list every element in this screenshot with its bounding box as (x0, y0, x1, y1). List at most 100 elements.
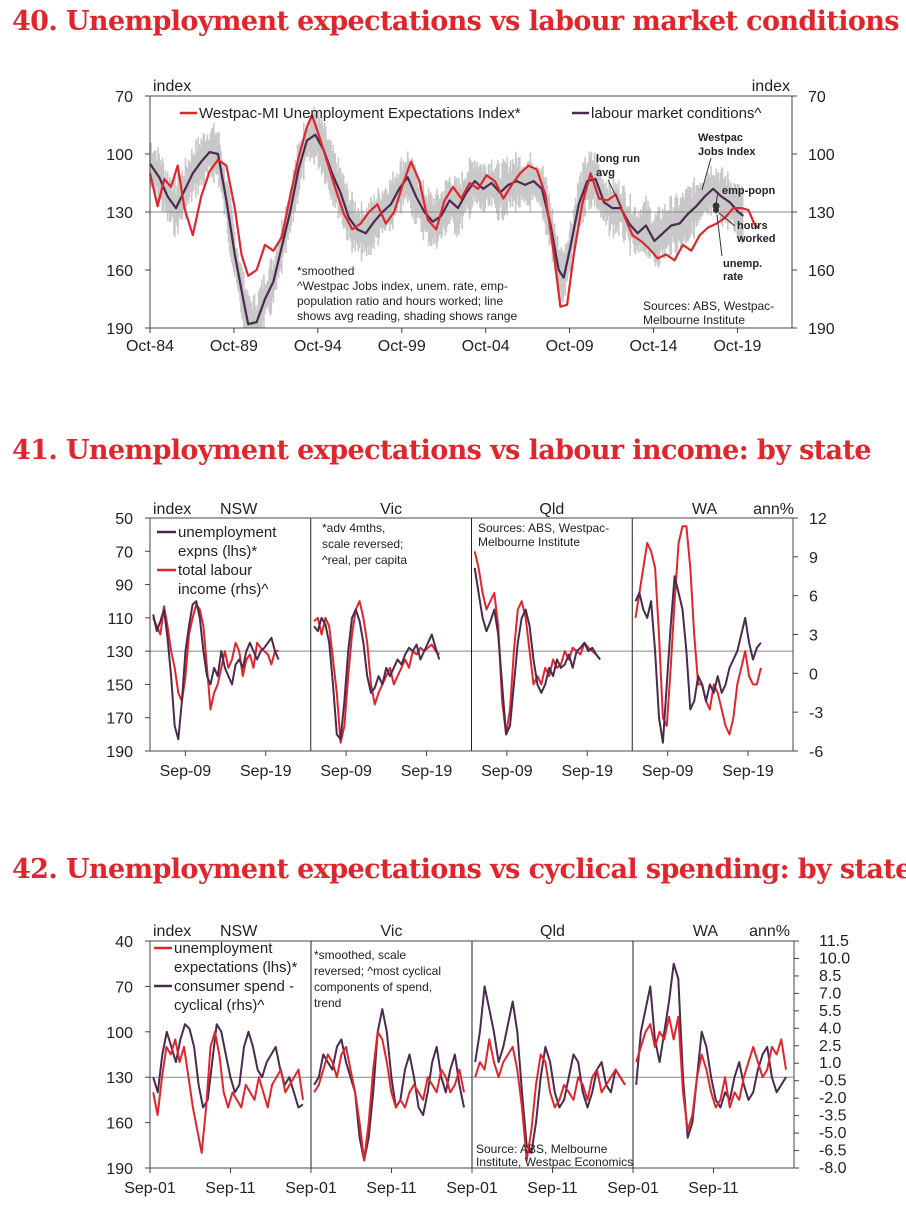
chart-40-plot-area (149, 95, 793, 329)
chart-42-series-wa-consumer-spend-cyclical-rhs (635, 962, 787, 1139)
chart-42-x-tick-nsw-sep-11: Sep-11 (205, 1180, 256, 1197)
chart-41-x-tick-vic-sep-19: Sep-19 (401, 763, 453, 780)
chart-40-annotation-worked: worked (736, 233, 776, 245)
chart-40-annotation-unemp-pointer (716, 214, 723, 257)
chart-41-left-tick-170: 170 (106, 711, 133, 728)
chart-40-annotation-emp-popn: emp-popn (722, 185, 775, 197)
chart-40-annotation-avg: avg (596, 167, 615, 179)
chart-41-left-tick-130: 130 (106, 644, 133, 661)
chart-42-right-unit: ann% (749, 923, 790, 940)
chart-40-x-tick-oct-04: Oct-04 (462, 338, 510, 355)
chart-40-legend-expectations: Westpac-MI Unemployment Expectations Ind… (199, 105, 521, 122)
chart-42-series-vic-consumer-spend-cyclical-rhs (313, 1008, 465, 1162)
chart-42-right-tick-10-0: 10.0 (819, 950, 850, 967)
chart-40-x-tick-oct-99: Oct-99 (378, 338, 426, 355)
chart-42-x-tick-qld-sep-01: Sep-01 (446, 1180, 498, 1197)
chart-42-x-tick-vic-sep-11: Sep-11 (366, 1180, 417, 1197)
chart-42-series-wa-unemployment-expectations-lhs (635, 1015, 787, 1132)
chart-41-left-tick-190: 190 (106, 744, 133, 761)
chart-40-left-tick-190: 190 (106, 321, 133, 338)
chart-40-x-tick-oct-84: Oct-84 (126, 338, 174, 355)
chart-42-panel-name-nsw: NSW (220, 923, 258, 940)
chart-41-legend-line-1: unemployment (178, 524, 277, 541)
chart-40-marker-hours (713, 207, 719, 213)
chart-42-right-tick-1-0: 1.0 (819, 1055, 841, 1072)
chart-41-note-3: ^real, per capita (322, 553, 407, 567)
chart-41-title: 41. Unemployment expectations vs labour … (12, 435, 872, 466)
chart-42-note-1: *smoothed, scale (314, 948, 406, 962)
chart-41-right-tick-9: 9 (809, 550, 818, 567)
chart-41-x-tick-wa-sep-19: Sep-19 (722, 763, 774, 780)
chart-41-x-tick-nsw-sep-09: Sep-09 (160, 763, 212, 780)
chart-41-note-2: scale reversed; (322, 537, 403, 551)
chart-41-right-tick-0: 0 (809, 666, 818, 683)
chart-40-annotation-jobs-pointer (701, 157, 712, 191)
chart-42-x-tick-vic-sep-01: Sep-01 (285, 1180, 337, 1197)
chart-40-left-tick-100: 100 (106, 147, 133, 164)
chart-41-source-1: Sources: ABS, Westpac- (478, 521, 609, 535)
chart-42-legend-line-3: consumer spend - (174, 978, 294, 995)
chart-41-left-tick-70: 70 (115, 544, 133, 561)
chart-40-source-2: Melbourne Institute (643, 313, 745, 327)
chart-42-x-tick-qld-sep-11: Sep-11 (527, 1180, 578, 1197)
chart-42-plot-area (149, 940, 795, 1169)
chart-42-right-tick-11-5: 11.5 (819, 933, 849, 950)
chart-41-plot-area (149, 517, 794, 752)
chart-41-series-nsw-unemployment-expns-lhs (152, 600, 280, 741)
chart-41-panel-name-wa: WA (692, 501, 718, 518)
chart-42-source-2: Institute, Westpac Economics (476, 1155, 633, 1169)
chart-41-legend-line-2: expns (lhs)* (178, 543, 257, 560)
chart-40-x-tick-oct-14: Oct-14 (630, 338, 678, 355)
chart-41-right-tick-6: 6 (809, 589, 818, 606)
chart-42-right-tick-4-0: 4.0 (819, 1020, 841, 1037)
chart-42-right-tick-0-5: -0.5 (819, 1073, 847, 1090)
chart-42-right-tick-5-0: -5.0 (819, 1125, 847, 1142)
chart-41-series-qld-total-labour-income-rhs (473, 551, 601, 736)
chart-42-left-tick-70: 70 (115, 979, 133, 996)
chart-42-right-tick-6-5: -6.5 (819, 1143, 847, 1160)
chart-40-right-tick-160: 160 (808, 263, 835, 280)
chart-41-left-tick-150: 150 (106, 677, 133, 694)
chart-40-left-unit: index (153, 78, 191, 95)
chart-42-legend-line-4: cyclical (rhs)^ (174, 997, 264, 1014)
chart-40-annotation-unemp: unemp. (723, 258, 762, 270)
chart-40-note-1: *smoothed (297, 264, 354, 278)
chart-42-series-nsw-unemployment-expectations-lhs (152, 1030, 304, 1154)
chart-40-left-tick-130: 130 (106, 205, 133, 222)
chart-42-series-qld-consumer-spend-cyclical-rhs (474, 985, 626, 1154)
chart-42-note-3: components of spend, (314, 980, 432, 994)
chart-40-annotation-emp-pointer (715, 191, 719, 205)
chart-40-right-tick-130: 130 (808, 205, 835, 222)
chart-41-series-nsw-total-labour-income-rhs (152, 603, 279, 711)
chart-40-annotation-long-run-pointer (607, 179, 623, 209)
chart-41-note-1: *adv 4mths, (322, 521, 385, 535)
chart-40-x-tick-oct-94: Oct-94 (294, 338, 342, 355)
chart-42-panel-name-qld: Qld (540, 923, 565, 940)
chart-42-left-tick-130: 130 (106, 1070, 133, 1087)
chart-42-series-nsw-consumer-spend-cyclical-rhs (152, 1023, 304, 1109)
chart-40-annotation-westpac: Westpac (698, 132, 743, 144)
chart-42-left-tick-100: 100 (106, 1025, 133, 1042)
chart-40-annotation-hours-pointer (718, 212, 736, 227)
chart-41-panel-name-qld: Qld (539, 501, 564, 518)
chart-40-source-1: Sources: ABS, Westpac- (643, 299, 774, 313)
chart-40-right-tick-190: 190 (808, 321, 835, 338)
chart-42-source-1: Source: ABS, Melbourne (476, 1142, 608, 1156)
chart-42-right-tick-7-0: 7.0 (819, 985, 841, 1002)
chart-40-right-tick-100: 100 (808, 147, 835, 164)
chart-42-note-4: trend (314, 996, 341, 1010)
chart-40-x-tick-oct-09: Oct-09 (546, 338, 594, 355)
chart-40-right-tick-70: 70 (808, 89, 826, 106)
chart-40-left-tick-70: 70 (115, 89, 133, 106)
chart-42-left-tick-40: 40 (115, 934, 133, 951)
chart-42-left-unit: index (153, 923, 191, 940)
chart-40-note-3: population ratio and hours worked; line (297, 294, 503, 308)
chart-41-source-2: Melbourne Institute (478, 535, 580, 549)
chart-42-right-tick-5-5: 5.5 (819, 1003, 841, 1020)
chart-42-legend-line-1: unemployment (174, 940, 273, 957)
chart-42-panel-name-vic: Vic (381, 923, 403, 940)
chart-41-panel-name-nsw: NSW (220, 501, 258, 518)
chart-40-x-tick-oct-89: Oct-89 (210, 338, 258, 355)
chart-42-x-tick-nsw-sep-01: Sep-01 (124, 1180, 176, 1197)
chart-42-right-tick-3-5: -3.5 (819, 1108, 847, 1125)
